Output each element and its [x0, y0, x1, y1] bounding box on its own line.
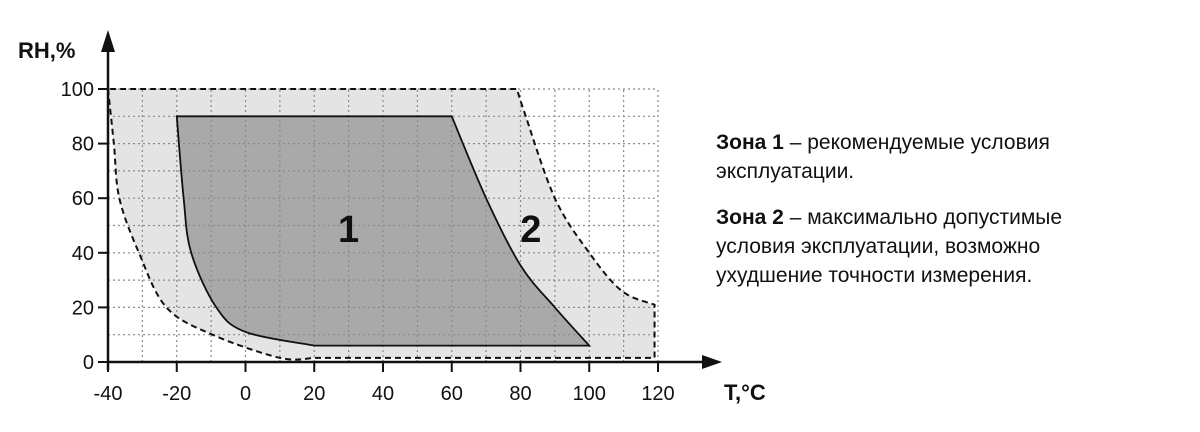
x-tick-label: -20 — [162, 383, 191, 405]
zone2-text-2: условия эксплуатации, возможно — [716, 235, 1041, 258]
zone-1-label: 1 — [338, 209, 359, 251]
zone1-text-2: эксплуатации. — [716, 160, 855, 183]
x-tick-label: 40 — [372, 383, 394, 405]
x-tick-label: 120 — [641, 383, 674, 405]
zone-2-boundary — [106, 88, 656, 361]
zone1-title: Зона 1 — [716, 131, 784, 154]
zone1-description: Зона 1 – рекомендуемые условия эксплуата… — [716, 128, 1186, 186]
zone2-text: – максимально допустимые — [783, 206, 1063, 229]
x-tick-label: 80 — [509, 383, 531, 405]
y-axis-arrow — [101, 30, 115, 52]
zone2-title: Зона 2 — [716, 206, 784, 229]
zone2-text-3: ухудшение точности измерения. — [716, 264, 1033, 287]
zone2-description: Зона 2 – максимально допустимые условия … — [716, 203, 1186, 290]
x-tick-label: 100 — [573, 383, 606, 405]
y-axis-label: RH,% — [18, 38, 75, 63]
y-tick-label: 40 — [72, 243, 94, 265]
x-tick-label: 0 — [240, 383, 251, 405]
zone-2-label: 2 — [520, 209, 541, 251]
x-axis-arrow — [702, 355, 722, 369]
x-axis-label: T,°C — [724, 380, 766, 405]
y-tick-label: 60 — [72, 188, 94, 210]
y-tick-label: 0 — [83, 352, 94, 374]
zone-1-boundary — [175, 115, 592, 347]
zone1-text: – рекомендуемые условия — [783, 131, 1050, 154]
y-tick-label: 20 — [72, 297, 94, 319]
y-tick-label: 80 — [72, 134, 94, 156]
x-tick-label: 20 — [303, 383, 325, 405]
x-tick-label: -40 — [94, 383, 123, 405]
y-tick-label: 100 — [61, 79, 94, 101]
x-tick-label: 60 — [441, 383, 463, 405]
